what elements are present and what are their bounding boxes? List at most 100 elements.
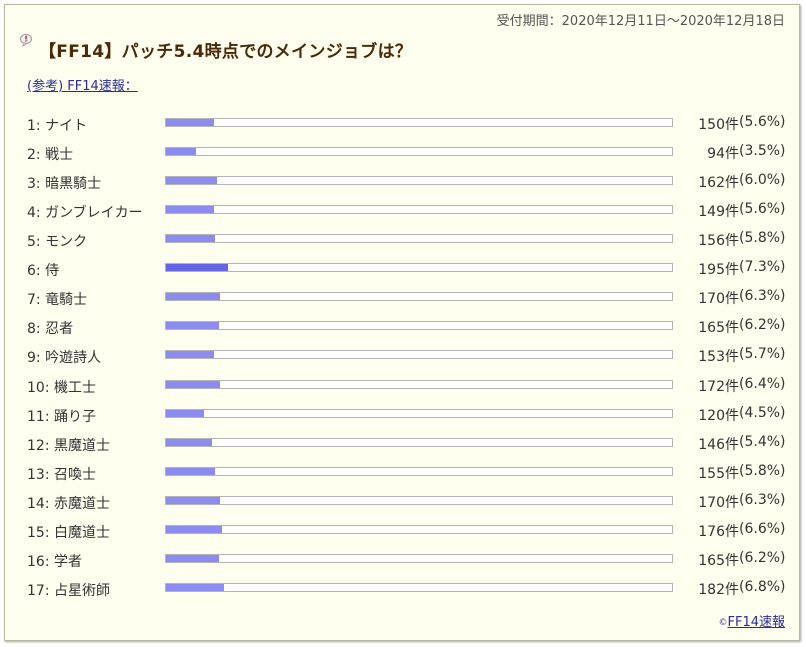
- vote-percent: (6.3%): [739, 491, 786, 508]
- vote-percent: (5.8%): [739, 230, 786, 247]
- job-label: 17: 占星術師: [27, 582, 110, 599]
- vote-percent: (4.5%): [739, 404, 786, 421]
- vote-percent: (6.4%): [739, 375, 786, 392]
- vote-count: 150件: [698, 117, 739, 133]
- job-label: 13: 召喚士: [27, 466, 96, 483]
- job-label: 11: 踊り子: [27, 408, 96, 425]
- bar-track: [165, 234, 673, 244]
- job-label: 2: 戦士: [27, 147, 74, 164]
- result-row: 7: 竜騎士 170件 (6.3%): [5, 287, 795, 308]
- bar-fill: [166, 409, 205, 417]
- vote-count: 149件: [698, 204, 739, 221]
- bar-fill: [166, 351, 215, 359]
- vote-count: 172件: [698, 378, 739, 395]
- vote-percent: (6.6%): [739, 520, 786, 537]
- result-row: 6: 侍 195件 (7.3%): [5, 258, 795, 279]
- bar-track: [165, 292, 673, 302]
- bar-track: [165, 582, 673, 592]
- bar-fill: [166, 322, 219, 330]
- vote-count: 94件: [707, 146, 739, 163]
- vote-percent: (5.6%): [739, 114, 786, 130]
- vote-count: 170件: [698, 494, 739, 511]
- bar-fill: [166, 293, 220, 301]
- vote-count: 155件: [698, 465, 739, 482]
- job-label: 10: 機工士: [27, 379, 96, 396]
- vote-percent: (6.2%): [739, 317, 786, 334]
- result-row: 16: 学者 165件 (6.2%): [5, 549, 795, 570]
- vote-count: 120件: [698, 407, 739, 424]
- result-row: 4: ガンブレイカー 149件 (5.6%): [5, 200, 795, 222]
- result-row: 1: ナイト 150件 (5.6%): [5, 113, 795, 134]
- bar-track: [165, 176, 673, 186]
- job-label: 9: 吟遊詩人: [27, 350, 102, 367]
- bar-track: [165, 466, 673, 476]
- bar-fill: [166, 380, 221, 388]
- vote-count: 156件: [698, 233, 739, 250]
- vote-percent: (5.8%): [739, 462, 786, 479]
- reception-period: 受付期間：2020年12月11日〜2020年12月18日: [496, 14, 785, 29]
- credit-link[interactable]: FF14速報: [727, 615, 786, 630]
- vote-count: 162件: [698, 175, 739, 192]
- vote-percent: (6.3%): [739, 288, 786, 305]
- job-label: 4: ガンブレイカー: [27, 205, 143, 222]
- result-row: 8: 忍者 165件 (6.2%): [5, 316, 795, 338]
- vote-count: 176件: [698, 523, 739, 540]
- vote-percent: (6.8%): [739, 578, 786, 595]
- bar-fill: [166, 177, 217, 185]
- bar-track: [165, 524, 673, 534]
- result-row: 10: 機工士 172件 (6.4%): [5, 375, 795, 396]
- job-label: 3: 暗黒騎士: [27, 176, 102, 193]
- bar-fill: [166, 525, 223, 533]
- question-bubble-icon: [20, 33, 32, 47]
- bar-track: [165, 495, 673, 505]
- vote-percent: (6.2%): [739, 549, 786, 566]
- bar-track: [165, 350, 673, 360]
- vote-percent: (5.6%): [739, 201, 786, 218]
- job-label: 5: モンク: [27, 234, 88, 251]
- result-row: 13: 召喚士 155件 (5.8%): [5, 462, 795, 483]
- result-row: 17: 占星術師 182件 (6.8%): [5, 578, 795, 599]
- bar-track: [165, 408, 673, 418]
- job-label: 16: 学者: [27, 553, 82, 570]
- bar-fill: [166, 467, 216, 475]
- job-label: 1: ナイト: [27, 118, 88, 134]
- job-label: 14: 赤魔道士: [27, 495, 110, 512]
- bar-fill: [166, 235, 216, 243]
- result-row: 5: モンク 156件 (5.8%): [5, 229, 795, 251]
- vote-count: 165件: [698, 552, 739, 569]
- bar-fill: [166, 264, 229, 272]
- vote-count: 153件: [698, 349, 739, 366]
- result-row: 2: 戦士 94件 (3.5%): [5, 142, 795, 164]
- job-label: 15: 白魔道士: [27, 524, 110, 541]
- result-row: 9: 吟遊詩人 153件 (5.7%): [5, 345, 795, 367]
- vote-count: 146件: [698, 436, 739, 453]
- bar-fill: [166, 206, 214, 214]
- job-label: 8: 忍者: [27, 321, 74, 338]
- bar-track: [165, 263, 673, 273]
- vote-count: 182件: [698, 581, 739, 598]
- result-row: 14: 赤魔道士 170件 (6.3%): [5, 491, 795, 512]
- credit: ©FF14速報: [719, 611, 786, 630]
- vote-percent: (5.4%): [739, 433, 786, 450]
- vote-count: 170件: [698, 291, 739, 308]
- job-label: 12: 黒魔道士: [27, 437, 110, 454]
- bar-fill: [166, 496, 220, 504]
- poll-panel: 受付期間：2020年12月11日〜2020年12月18日 【FF14】パッチ5.…: [4, 4, 800, 641]
- vote-count: 195件: [698, 262, 739, 279]
- bar-fill: [166, 554, 219, 562]
- bar-track: [165, 379, 673, 389]
- result-row: 11: 踊り子 120件 (4.5%): [5, 404, 795, 425]
- bar-fill: [166, 438, 212, 446]
- result-row: 15: 白魔道士 176件 (6.6%): [5, 520, 795, 541]
- vote-percent: (7.3%): [739, 259, 786, 276]
- bar-track: [165, 321, 673, 331]
- copyright-symbol: ©: [718, 618, 728, 628]
- bar-track: [165, 147, 673, 157]
- reference-link[interactable]: (参考) FF14速報：: [27, 79, 138, 94]
- vote-percent: (5.7%): [739, 346, 786, 363]
- vote-percent: (6.0%): [739, 172, 786, 189]
- bar-track: [165, 553, 673, 563]
- bar-fill: [166, 119, 214, 126]
- bar-track: [165, 118, 673, 127]
- bar-fill: [166, 148, 196, 156]
